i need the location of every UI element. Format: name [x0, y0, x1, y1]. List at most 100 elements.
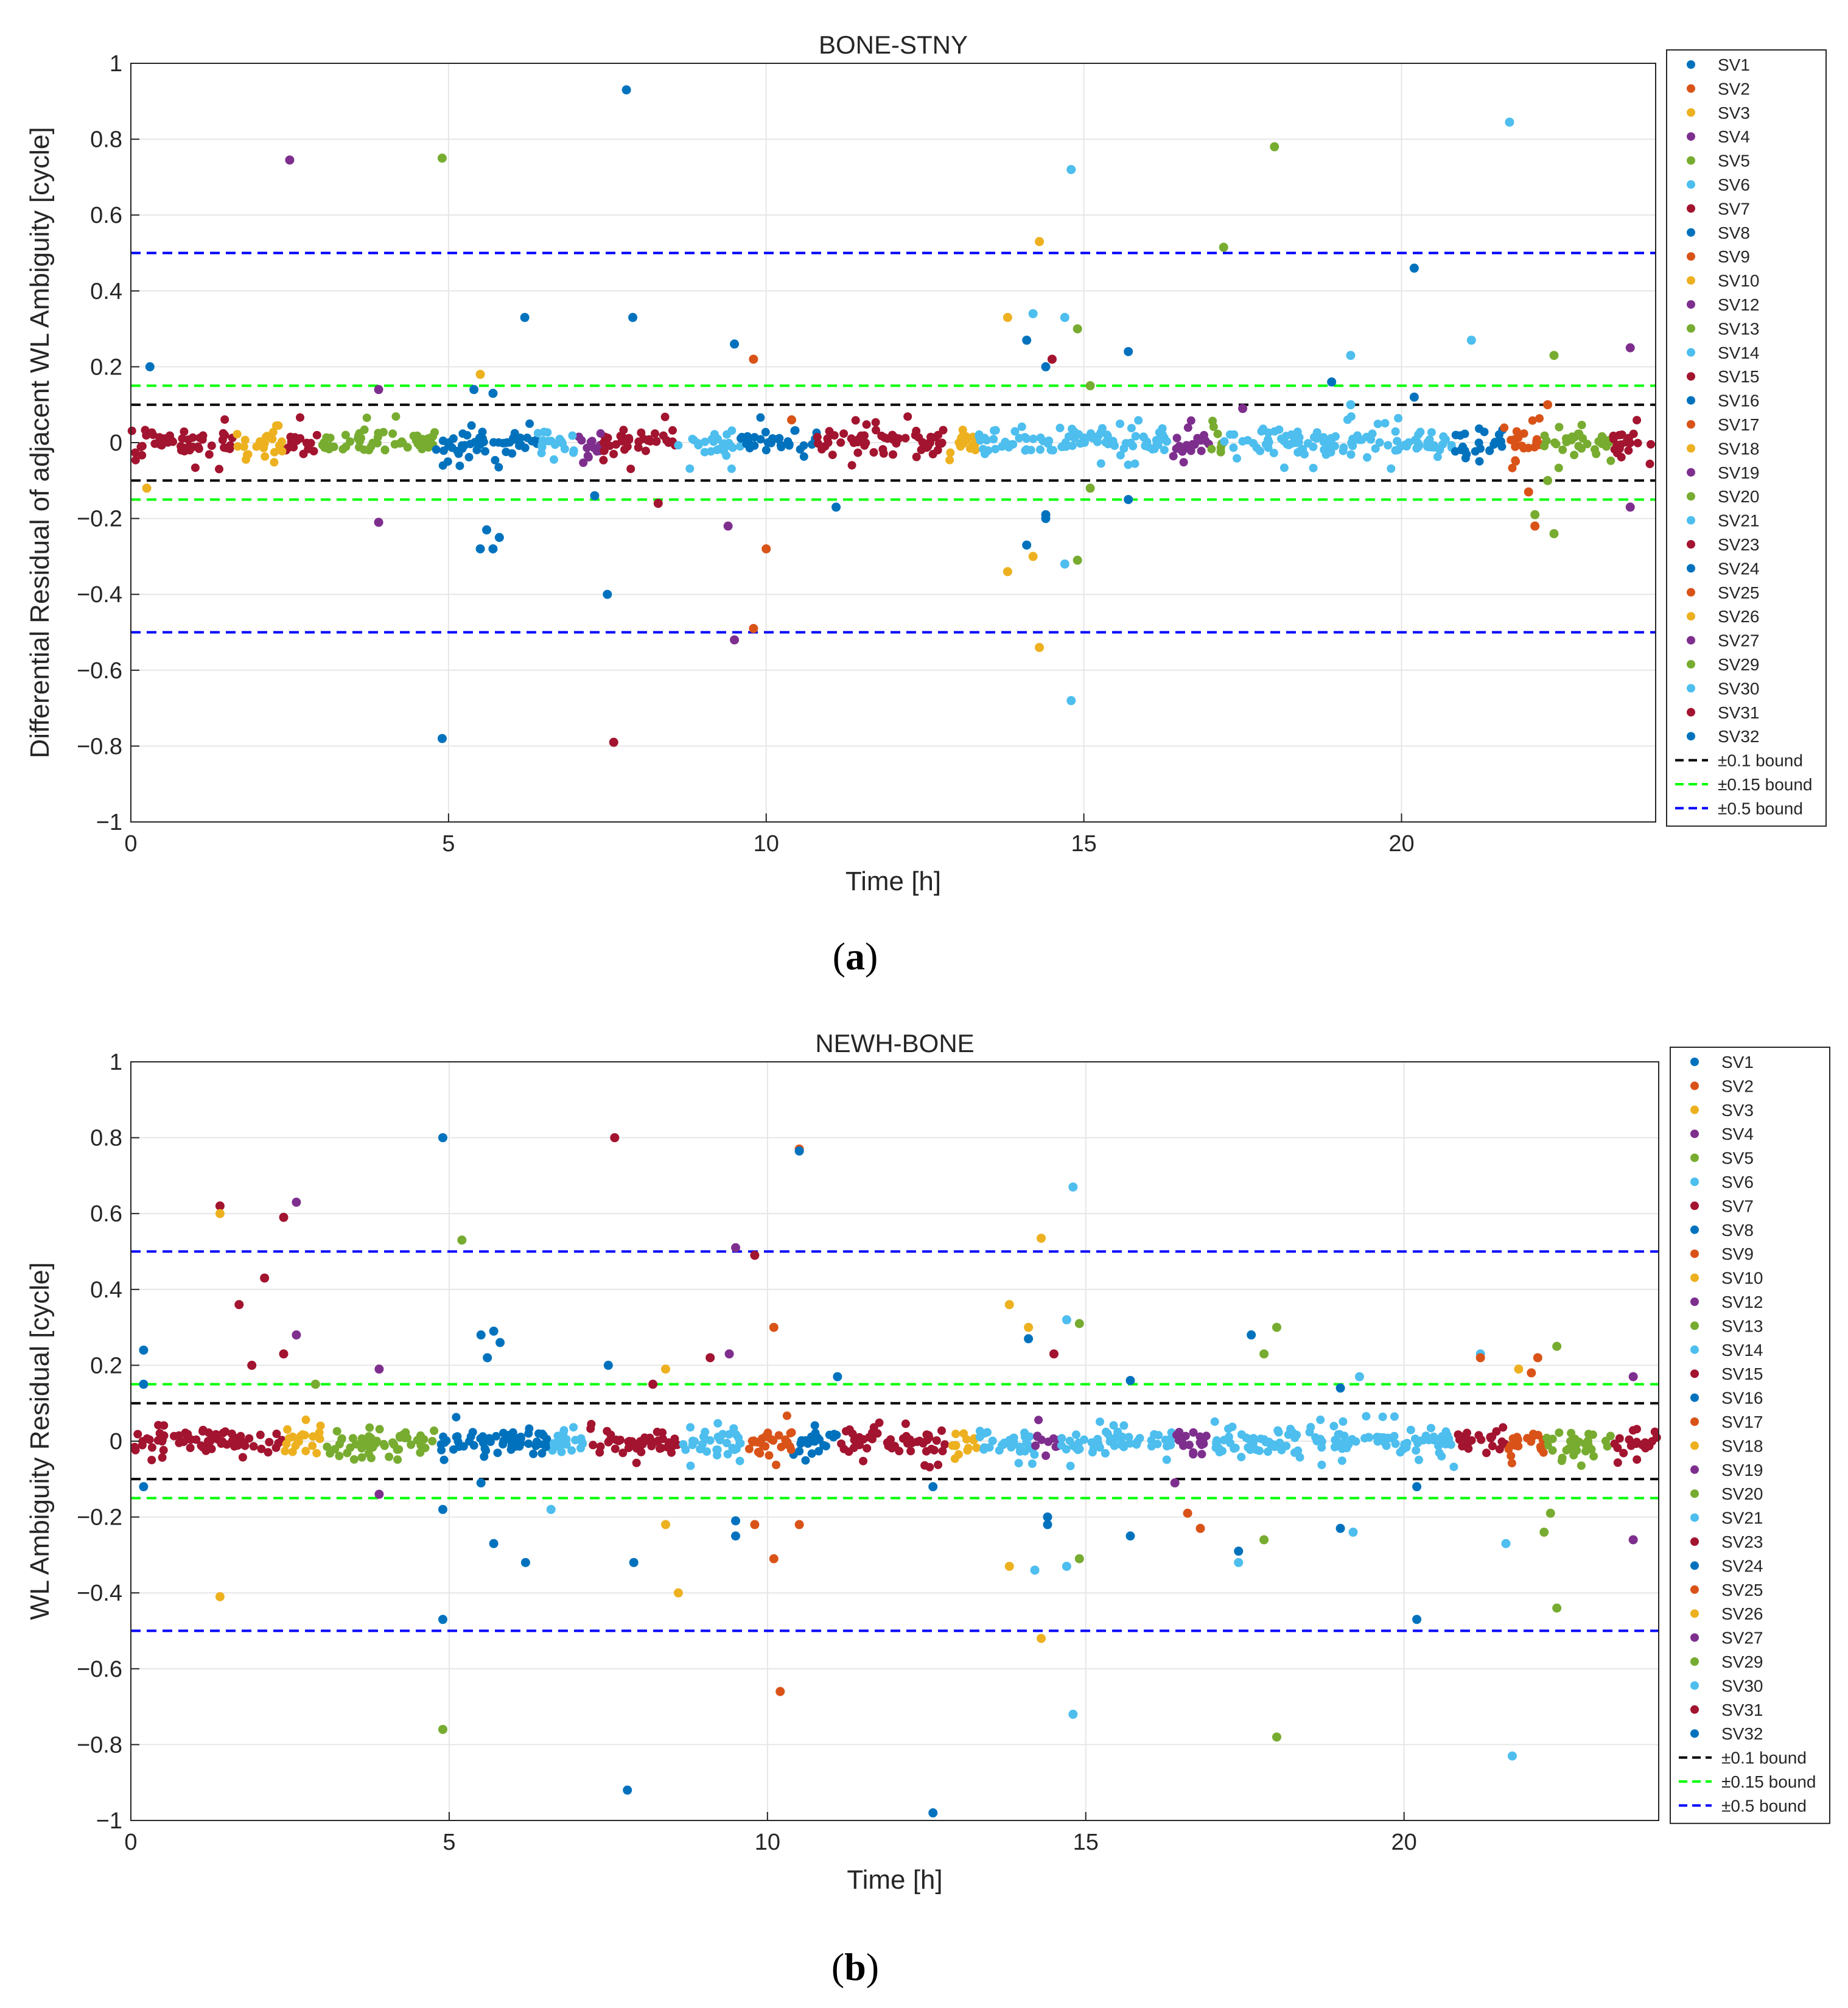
data-point — [939, 426, 948, 435]
data-point — [722, 1439, 731, 1447]
data-point — [1650, 1427, 1659, 1436]
legend-label: ±0.5 bound — [1721, 1796, 1807, 1815]
data-point — [550, 440, 559, 449]
data-point — [609, 449, 618, 458]
data-point — [1044, 1438, 1053, 1446]
outlier-point — [285, 155, 295, 165]
data-point — [215, 465, 223, 474]
data-point — [1066, 1461, 1075, 1470]
outlier-point — [769, 1554, 779, 1564]
data-point — [416, 1431, 425, 1440]
data-point — [1575, 1438, 1584, 1447]
data-point — [163, 438, 172, 447]
data-point — [537, 449, 546, 458]
data-point — [668, 426, 677, 435]
outlier-point — [520, 1557, 530, 1567]
data-point — [1127, 424, 1136, 433]
data-point — [1188, 440, 1197, 449]
data-point — [1488, 1432, 1497, 1441]
legend-label: SV21 — [1721, 1509, 1763, 1528]
legend-marker — [1687, 60, 1695, 69]
legend-label: SV7 — [1721, 1196, 1754, 1215]
outlier-point — [1259, 1535, 1269, 1545]
legend-marker — [1687, 180, 1695, 189]
data-point — [1201, 437, 1210, 445]
data-point — [887, 1444, 897, 1453]
data-point — [1460, 446, 1469, 455]
data-point — [589, 1441, 598, 1450]
data-point — [1237, 1453, 1246, 1462]
data-point — [525, 1424, 534, 1433]
data-point — [1514, 434, 1523, 443]
data-point — [1017, 422, 1026, 431]
y-tick-label: −0.4 — [77, 1581, 122, 1606]
legend-box — [1666, 49, 1827, 827]
data-point — [265, 1438, 274, 1447]
data-point — [233, 442, 242, 451]
data-point — [722, 451, 731, 460]
data-point — [1294, 438, 1303, 447]
data-point — [425, 434, 433, 443]
data-point — [940, 1440, 950, 1449]
data-point — [1451, 430, 1460, 440]
data-point — [481, 447, 489, 456]
y-tick-label: 0.8 — [90, 127, 122, 153]
legend-marker — [1687, 588, 1695, 597]
outlier-point — [279, 1349, 289, 1359]
data-point — [1089, 1444, 1098, 1453]
data-point — [1331, 1436, 1340, 1445]
outlier-point — [1475, 1353, 1485, 1363]
legend-label: SV7 — [1718, 199, 1750, 218]
legend-label: SV17 — [1718, 415, 1760, 434]
y-tick-label: −0.2 — [77, 1505, 122, 1531]
data-point — [667, 1448, 676, 1457]
data-point — [1494, 430, 1503, 439]
legend-label: SV12 — [1718, 295, 1760, 314]
legend-label: ±0.1 bound — [1718, 751, 1803, 770]
legend-marker — [1687, 707, 1695, 717]
data-point — [681, 1445, 690, 1455]
data-point — [1269, 1442, 1278, 1451]
data-point — [233, 430, 242, 439]
data-point — [690, 1437, 699, 1446]
legend-marker — [1687, 612, 1695, 621]
data-point — [1570, 433, 1579, 442]
outlier-point — [1066, 164, 1076, 174]
data-point — [1570, 451, 1579, 460]
legend-label: SV16 — [1721, 1389, 1763, 1408]
data-point — [903, 412, 912, 421]
data-point — [734, 1433, 743, 1442]
data-point — [1624, 446, 1633, 455]
outlier-point — [374, 1489, 384, 1499]
data-point — [1172, 434, 1181, 443]
data-point — [925, 1433, 934, 1442]
legend-marker — [1687, 132, 1695, 141]
data-point — [315, 1428, 324, 1437]
data-point — [1613, 1458, 1622, 1467]
data-point — [830, 431, 839, 440]
legend-label: SV20 — [1718, 487, 1760, 506]
legend-marker — [1687, 84, 1695, 93]
data-point — [416, 1448, 425, 1457]
data-point — [365, 1423, 374, 1432]
data-point — [1398, 1445, 1407, 1454]
data-point — [1507, 1452, 1516, 1461]
outlier-point — [495, 1338, 505, 1347]
legend-label: SV27 — [1721, 1629, 1763, 1648]
data-point — [1134, 416, 1143, 425]
data-point — [1290, 1448, 1299, 1457]
data-point — [912, 1438, 922, 1447]
data-point — [178, 434, 187, 443]
outlier-point — [1507, 1751, 1517, 1761]
legend-label: ±0.15 bound — [1721, 1772, 1816, 1791]
legend-marker — [1687, 156, 1695, 165]
data-point — [1277, 1445, 1286, 1455]
legend-marker — [1690, 1537, 1699, 1546]
data-point — [781, 1440, 790, 1449]
data-point — [1581, 1447, 1590, 1456]
data-point — [1238, 437, 1247, 446]
legend-marker — [1687, 444, 1695, 453]
outlier-point — [1234, 1546, 1244, 1556]
outlier-point — [1549, 529, 1559, 539]
